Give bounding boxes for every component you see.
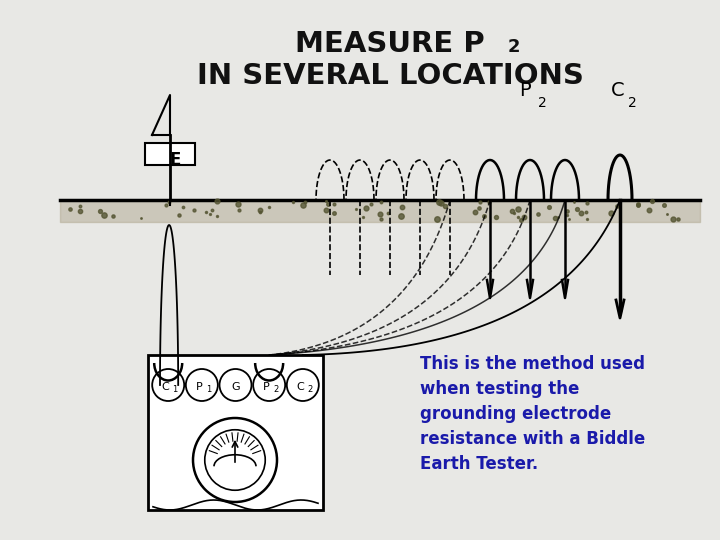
Text: G: G [231, 382, 240, 392]
Circle shape [186, 369, 218, 401]
Text: 1: 1 [173, 386, 178, 395]
Text: 2: 2 [538, 96, 546, 110]
Text: 2: 2 [628, 96, 636, 110]
Text: This is the method used
when testing the
grounding electrode
resistance with a B: This is the method used when testing the… [420, 355, 645, 473]
Text: C: C [296, 382, 304, 392]
Text: 2: 2 [274, 386, 279, 395]
Text: IN SEVERAL LOCATIONS: IN SEVERAL LOCATIONS [197, 62, 583, 90]
Circle shape [287, 369, 319, 401]
Text: C: C [161, 382, 169, 392]
Bar [148, 355, 323, 510]
Bar [145, 143, 195, 165]
Circle shape [220, 369, 251, 401]
Text: P: P [195, 382, 202, 392]
Circle shape [253, 369, 285, 401]
Text: 1: 1 [206, 386, 212, 395]
Text: 2: 2 [307, 386, 312, 395]
Text: P: P [519, 81, 531, 100]
Text: P: P [263, 382, 269, 392]
Circle shape [152, 369, 184, 401]
Text: E: E [169, 151, 181, 169]
Text: 2: 2 [508, 38, 521, 56]
Text: MEASURE P: MEASURE P [295, 30, 485, 58]
Circle shape [193, 418, 277, 502]
Text: C: C [611, 81, 625, 100]
